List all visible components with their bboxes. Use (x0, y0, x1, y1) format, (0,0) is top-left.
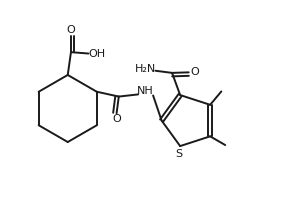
Text: H₂N: H₂N (135, 64, 156, 74)
Text: NH: NH (137, 86, 154, 96)
Text: O: O (112, 114, 121, 124)
Text: O: O (190, 67, 199, 77)
Text: OH: OH (89, 49, 106, 59)
Text: S: S (175, 149, 182, 159)
Text: O: O (67, 25, 75, 35)
